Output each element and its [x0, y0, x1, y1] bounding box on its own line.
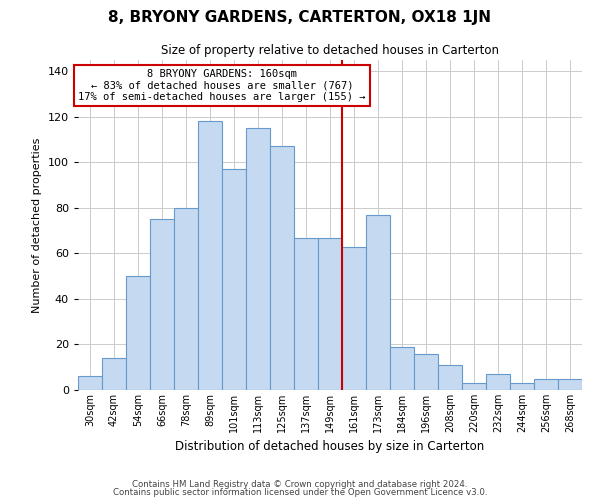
Bar — [366, 215, 390, 390]
Bar — [78, 376, 102, 390]
Text: Contains public sector information licensed under the Open Government Licence v3: Contains public sector information licen… — [113, 488, 487, 497]
Bar — [438, 365, 462, 390]
Bar — [294, 238, 318, 390]
Bar — [510, 383, 534, 390]
Bar — [246, 128, 270, 390]
Bar — [342, 246, 366, 390]
Bar — [534, 378, 558, 390]
Bar — [462, 383, 486, 390]
Bar — [126, 276, 150, 390]
Text: 8, BRYONY GARDENS, CARTERTON, OX18 1JN: 8, BRYONY GARDENS, CARTERTON, OX18 1JN — [109, 10, 491, 25]
Bar — [150, 220, 174, 390]
Title: Size of property relative to detached houses in Carterton: Size of property relative to detached ho… — [161, 44, 499, 58]
Text: Contains HM Land Registry data © Crown copyright and database right 2024.: Contains HM Land Registry data © Crown c… — [132, 480, 468, 489]
Bar — [102, 358, 126, 390]
Bar — [558, 378, 582, 390]
Bar — [318, 238, 342, 390]
Bar — [222, 169, 246, 390]
Bar — [414, 354, 438, 390]
Y-axis label: Number of detached properties: Number of detached properties — [32, 138, 42, 312]
Bar — [486, 374, 510, 390]
X-axis label: Distribution of detached houses by size in Carterton: Distribution of detached houses by size … — [175, 440, 485, 454]
Bar — [270, 146, 294, 390]
Text: 8 BRYONY GARDENS: 160sqm
← 83% of detached houses are smaller (767)
17% of semi-: 8 BRYONY GARDENS: 160sqm ← 83% of detach… — [78, 69, 366, 102]
Bar — [198, 122, 222, 390]
Bar — [390, 347, 414, 390]
Bar — [174, 208, 198, 390]
